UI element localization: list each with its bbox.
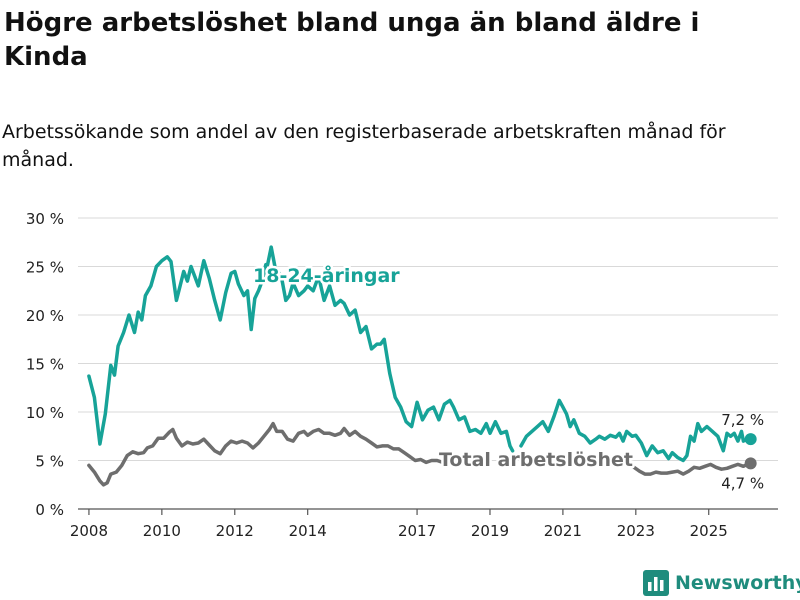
y-tick-label: 0 % [35,501,64,519]
y-tick-label: 25 % [26,259,64,277]
x-tick-label: 2019 [471,522,509,540]
x-tick-label: 2025 [690,522,728,540]
x-tick-label: 2014 [289,522,327,540]
y-axis-ticks: 0 % 5 % 10 % 15 % 20 % 25 % 30 % [26,210,64,519]
x-tick-label: 2023 [617,522,655,540]
series-line [87,255,268,446]
gridlines [78,217,778,510]
end-value-label: 4,7 % [721,474,764,492]
x-tick-label: 2008 [70,522,108,540]
series-line [87,421,445,487]
x-tick-label: 2017 [398,522,436,540]
y-tick-label: 5 % [35,453,64,471]
end-value-label: 7,2 % [721,411,764,429]
y-tick-label: 10 % [26,404,64,422]
x-tick-label: 2021 [544,522,582,540]
series-label-youth: 18-24-åringar [253,263,400,287]
series-lines [87,245,757,487]
y-tick-label: 20 % [26,307,64,325]
x-tick-label: 2012 [216,522,254,540]
y-tick-label: 30 % [26,210,64,228]
series-line [621,460,753,476]
series-line [522,460,532,468]
end-point-marker [744,457,757,470]
series-line [265,245,515,453]
y-tick-label: 15 % [26,356,64,374]
series-line [519,398,753,463]
series-labels: 7,2 % 4,7 % 18-24-åringar Total arbetslöshe… [251,261,765,493]
x-tick-label: 2010 [143,522,181,540]
newsworthy-logo: Newsworthy [643,568,800,598]
chart-subtitle: Arbetssökande som andel av den registerb… [2,121,726,171]
x-axis-ticks: 2008 2010 2012 2014 2017 2019 2021 2023 2025 [70,509,728,540]
brand-name: Newsworthy [675,572,800,594]
end-point-marker [744,433,757,446]
series-label-total: Total arbetslöshet [439,449,633,471]
chart-title: Högre arbetslöshet bland unga än bland ä… [4,8,700,72]
bar-chart-icon [643,570,669,596]
